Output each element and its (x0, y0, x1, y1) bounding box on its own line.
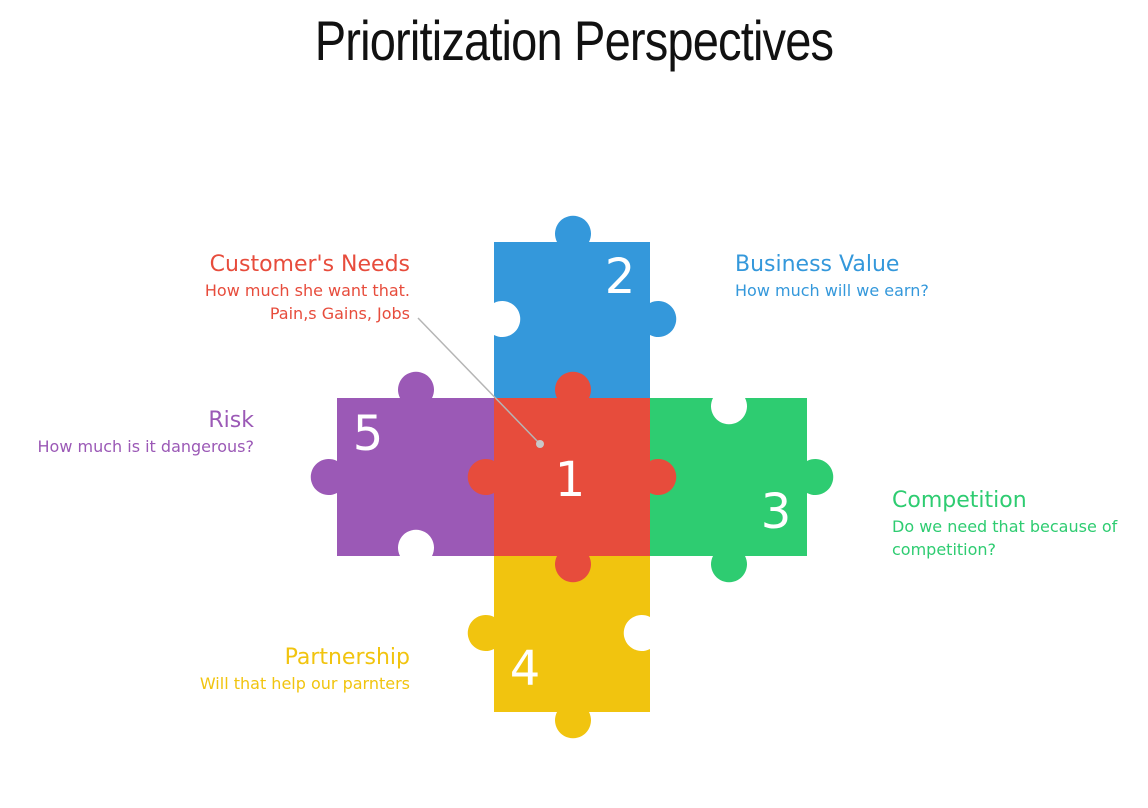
label-partnership-line-1: Will that help our parnters (199, 674, 410, 693)
piece-number-4: 4 (510, 641, 541, 697)
piece-number-3: 3 (761, 484, 792, 540)
label-competition-line-1: Do we need that because of (892, 517, 1118, 536)
label-business-value: Business Value How much will we earn? (735, 251, 929, 302)
piece-risk: 5 (310, 371, 494, 556)
piece-customer: 1 (467, 371, 677, 583)
piece-business-shape (494, 215, 677, 398)
piece-number-1: 1 (555, 452, 586, 508)
connector-line (417, 317, 541, 445)
piece-number-5: 5 (353, 406, 384, 462)
piece-competition: 3 (650, 398, 834, 583)
piece-risk-shape (310, 371, 494, 556)
label-competition-line-2: competition? (892, 540, 997, 559)
label-risk-line-1: How much is it dangerous? (37, 437, 255, 456)
label-competition: Competition Do we need that because of c… (892, 487, 1148, 561)
label-risk-title: Risk (208, 408, 254, 433)
label-partnership: Partnership Will that help our parnters (200, 644, 410, 695)
piece-number-2: 2 (605, 249, 636, 305)
piece-competition-shape (650, 398, 834, 583)
label-customer-needs: Customer's Needs How much she want that.… (205, 251, 410, 325)
piece-partnership-shape (467, 556, 650, 739)
label-risk: Risk How much is it dangerous? (38, 407, 255, 458)
label-competition-title: Competition (892, 488, 1027, 513)
label-business-title: Business Value (735, 252, 900, 277)
page-title: Prioritization Perspectives (314, 9, 834, 72)
label-customer-line-2: Pain,s Gains, Jobs (269, 304, 410, 323)
label-customer-line-1: How much she want that. (204, 281, 410, 300)
label-customer-title: Customer's Needs (209, 252, 410, 277)
label-business-line-1: How much will we earn? (735, 281, 929, 300)
piece-business: 2 (494, 215, 677, 398)
connector-dot (536, 440, 544, 448)
piece-partnership: 4 (467, 556, 650, 739)
piece-customer-shape (467, 371, 677, 583)
label-partnership-title: Partnership (284, 645, 410, 670)
